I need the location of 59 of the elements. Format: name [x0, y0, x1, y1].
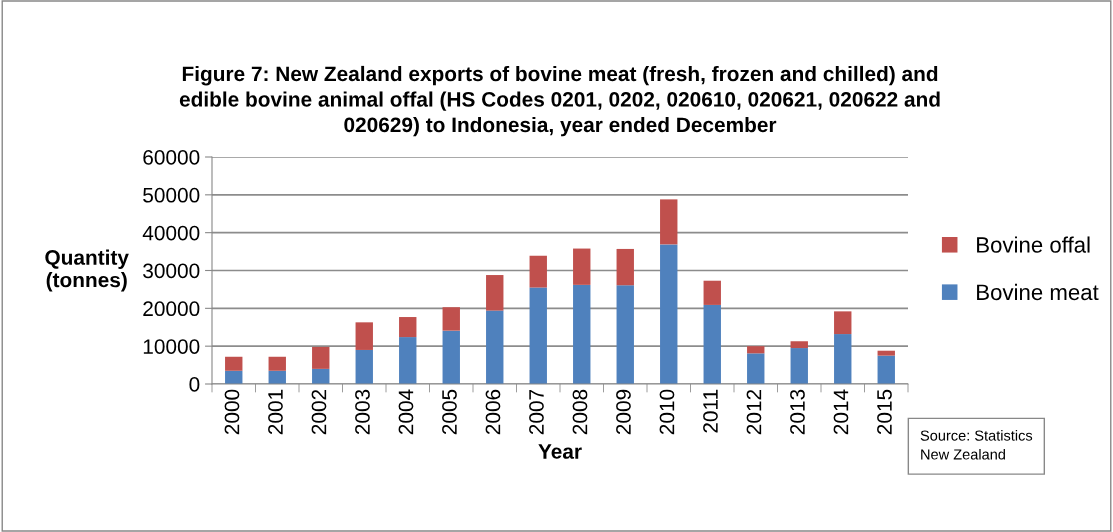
source-note: Source: Statistics New Zealand — [920, 430, 1033, 460]
bar — [660, 199, 678, 245]
bar — [573, 284, 591, 384]
bar — [399, 317, 417, 338]
bar — [834, 334, 852, 384]
bar — [312, 368, 330, 384]
x-tick-label: 2015 — [877, 389, 892, 435]
bar — [877, 355, 895, 384]
x-tick-label: 2014 — [833, 389, 849, 435]
bar — [355, 349, 373, 384]
y-tick-label: 0 — [189, 377, 200, 392]
bar — [790, 341, 808, 349]
x-tick-label: 2000 — [224, 389, 240, 435]
x-tick-label: 2004 — [398, 389, 414, 435]
chart-title: Figure 7: New Zealand exports of bovine meat (fresh, frozen and chilled) and edible bovine animal offal (HS Codes 0201, 0202, 020610, 020621, 020622 and 020629) to Indonesia, year ended December — [179, 65, 940, 137]
bar — [877, 350, 895, 356]
bar — [529, 255, 547, 288]
bar — [529, 287, 547, 384]
bar — [834, 311, 852, 335]
y-tick-label: 30000 — [143, 263, 200, 279]
x-tick-label: 2008 — [572, 389, 588, 435]
x-tick-label: 2001 — [268, 389, 283, 435]
bar — [442, 307, 460, 331]
bar — [616, 248, 634, 286]
x-tick-label: 2007 — [529, 389, 544, 435]
bar — [747, 346, 765, 354]
y-tick-label: 60000 — [143, 150, 200, 165]
bar — [703, 304, 721, 384]
bar — [399, 337, 417, 384]
y-tick-label: 50000 — [143, 187, 200, 203]
legend-label: Bovine meat — [977, 283, 1099, 301]
x-tick-label: 2006 — [485, 389, 501, 435]
x-tick-label: 2013 — [790, 389, 805, 435]
x-tick-label: 2003 — [355, 389, 370, 435]
legend-label: Bovine offal — [977, 236, 1090, 253]
y-tick-label: 20000 — [143, 301, 200, 317]
y-tick-label: 40000 — [142, 225, 200, 241]
bar — [442, 330, 460, 384]
x-tick-label: 2002 — [311, 389, 327, 435]
bar — [790, 348, 808, 384]
bar — [573, 248, 591, 285]
x-tick-label: 2005 — [442, 389, 457, 435]
x-tick-label: 2010 — [659, 389, 675, 435]
x-axis-title: Year — [538, 444, 582, 459]
bar — [268, 356, 286, 371]
bar — [486, 275, 504, 311]
x-tick-label: 2011 — [703, 389, 718, 433]
bar — [703, 280, 721, 305]
bar — [486, 310, 504, 384]
bar — [747, 353, 765, 384]
y-tick-label: 10000 — [143, 339, 200, 354]
x-tick-label: 2012 — [746, 389, 762, 435]
x-tick-label: 2009 — [616, 389, 631, 435]
bar — [660, 244, 678, 384]
bar — [225, 356, 243, 371]
bar — [355, 322, 373, 350]
bar — [312, 346, 330, 369]
bar — [616, 285, 634, 384]
y-axis-title: Quantity (tonnes) — [45, 249, 129, 292]
